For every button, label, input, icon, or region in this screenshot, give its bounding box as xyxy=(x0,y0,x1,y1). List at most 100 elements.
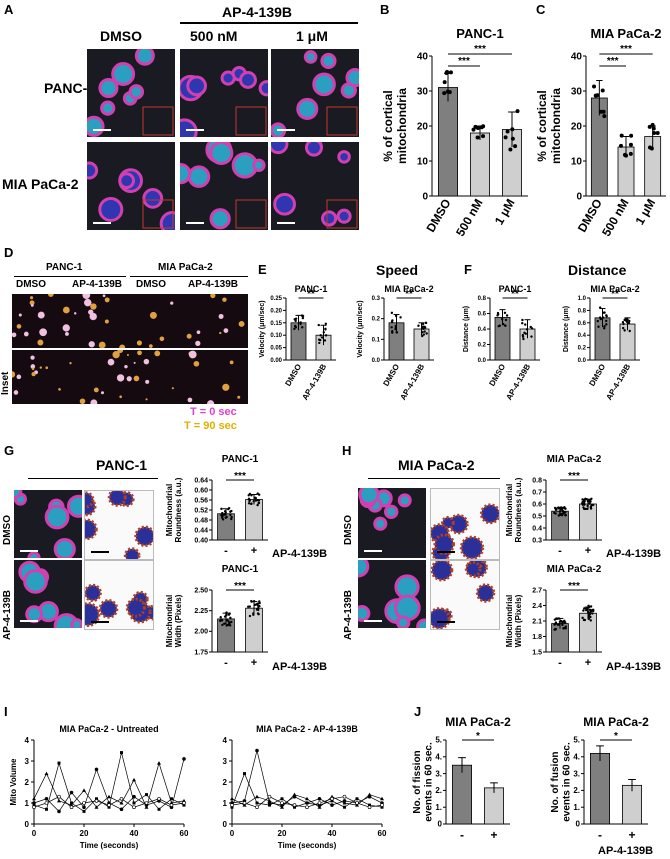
data-point xyxy=(589,500,592,503)
data-point xyxy=(508,147,513,152)
data-point xyxy=(355,801,359,805)
data-point xyxy=(479,125,484,130)
sig-label: *** xyxy=(620,44,632,55)
data-point xyxy=(330,799,334,803)
data-point xyxy=(224,516,227,519)
data-point xyxy=(230,803,234,807)
data-point xyxy=(602,316,605,319)
data-point xyxy=(247,494,250,497)
data-point xyxy=(589,610,593,613)
scale-bar xyxy=(437,551,455,553)
data-point xyxy=(243,772,246,776)
category-label: + xyxy=(628,828,635,842)
data-point xyxy=(229,513,232,517)
data-point xyxy=(390,326,393,329)
y-tick-label: 0.0 xyxy=(372,358,381,364)
data-point xyxy=(267,794,272,799)
y-axis-label: Distance (μm) xyxy=(563,306,570,352)
y-tick-label: 0.8 xyxy=(478,296,487,302)
y-tick-label: 0.4 xyxy=(578,333,587,339)
data-point xyxy=(521,335,525,339)
y-axis-label: Roundness (a.u.) xyxy=(514,477,523,542)
data-point xyxy=(627,321,631,325)
y-axis-label: events in 60 sec. xyxy=(424,742,435,822)
data-point xyxy=(592,84,597,89)
panel-label-d: D xyxy=(4,245,14,260)
data-point xyxy=(258,601,261,605)
data-point xyxy=(591,609,595,612)
data-point xyxy=(525,328,529,331)
data-point xyxy=(324,322,328,326)
panel-label-e: E xyxy=(258,262,267,277)
micrograph-texture xyxy=(271,142,358,229)
data-point xyxy=(587,617,591,621)
scale-bar xyxy=(186,222,204,224)
y-axis-label: % of cortical xyxy=(381,90,395,161)
data-point xyxy=(367,792,372,797)
data-point xyxy=(475,125,480,130)
chart-title: PANC-1 xyxy=(222,564,259,575)
data-point xyxy=(583,607,586,610)
scale-bar xyxy=(437,621,455,623)
data-point xyxy=(553,623,556,626)
data-point xyxy=(107,794,111,799)
x-axis-label: AP-4-139B xyxy=(598,845,653,857)
data-point xyxy=(367,805,372,810)
data-point xyxy=(621,326,625,330)
data-point xyxy=(602,311,606,314)
category-label: AP-4-139B xyxy=(504,362,532,401)
data-point xyxy=(505,129,510,134)
data-point xyxy=(248,498,252,502)
data-point xyxy=(380,805,384,809)
data-point xyxy=(583,499,586,503)
y-tick-label: 0.05 xyxy=(270,346,282,352)
category-label: - xyxy=(460,828,464,842)
data-point xyxy=(301,314,305,318)
data-point xyxy=(521,318,524,322)
zoom-inset-box xyxy=(235,106,267,136)
y-tick-label: 3 xyxy=(223,757,228,766)
data-point xyxy=(294,326,298,329)
y-tick-label: 2.1 xyxy=(532,618,542,625)
d-group-mia: MIA PaCa-2 xyxy=(158,262,213,273)
y-tick-label: 10 xyxy=(571,156,583,167)
bar xyxy=(245,499,263,541)
g-image-ap-fluor xyxy=(14,560,82,628)
y-axis-label: Mitochondrial xyxy=(505,484,514,536)
h-image-dmso-fluor xyxy=(358,488,426,558)
data-point xyxy=(317,323,320,327)
data-point xyxy=(226,623,230,627)
data-point xyxy=(622,152,627,157)
y-tick-label: 0 xyxy=(576,191,582,202)
data-point xyxy=(368,803,371,807)
data-point xyxy=(144,805,149,809)
zoom-inset-box xyxy=(326,106,358,136)
x-axis-label: Time (seconds) xyxy=(278,841,337,850)
y-tick-label: 0.0 xyxy=(578,358,587,364)
data-point xyxy=(564,627,567,630)
bar xyxy=(590,753,611,825)
h-image-ap-seg xyxy=(430,560,500,630)
category-label: + xyxy=(490,828,497,842)
y-axis-label: No. of fusion xyxy=(550,751,561,812)
data-point xyxy=(120,751,123,755)
a-image-mia-500nm xyxy=(180,142,268,230)
sig-label: *** xyxy=(568,471,580,482)
data-point xyxy=(521,322,524,325)
data-point xyxy=(421,330,424,334)
data-point xyxy=(605,323,608,326)
y-tick-label: 0.10 xyxy=(270,333,282,339)
y-tick-label: 1 xyxy=(223,799,228,808)
y-tick-label: 20 xyxy=(571,121,583,132)
data-point xyxy=(301,316,305,320)
data-point xyxy=(82,788,86,792)
micrograph-texture xyxy=(431,561,496,629)
data-point xyxy=(247,502,251,505)
y-tick-label: 0.1 xyxy=(372,337,381,343)
g-title: PANC-1 xyxy=(96,457,148,473)
data-point xyxy=(422,327,425,331)
data-point xyxy=(242,803,247,807)
data-point xyxy=(471,127,476,132)
y-tick-label: 0.25 xyxy=(270,296,282,302)
data-point xyxy=(280,805,284,809)
